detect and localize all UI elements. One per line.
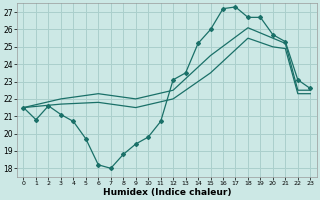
X-axis label: Humidex (Indice chaleur): Humidex (Indice chaleur) xyxy=(103,188,231,197)
